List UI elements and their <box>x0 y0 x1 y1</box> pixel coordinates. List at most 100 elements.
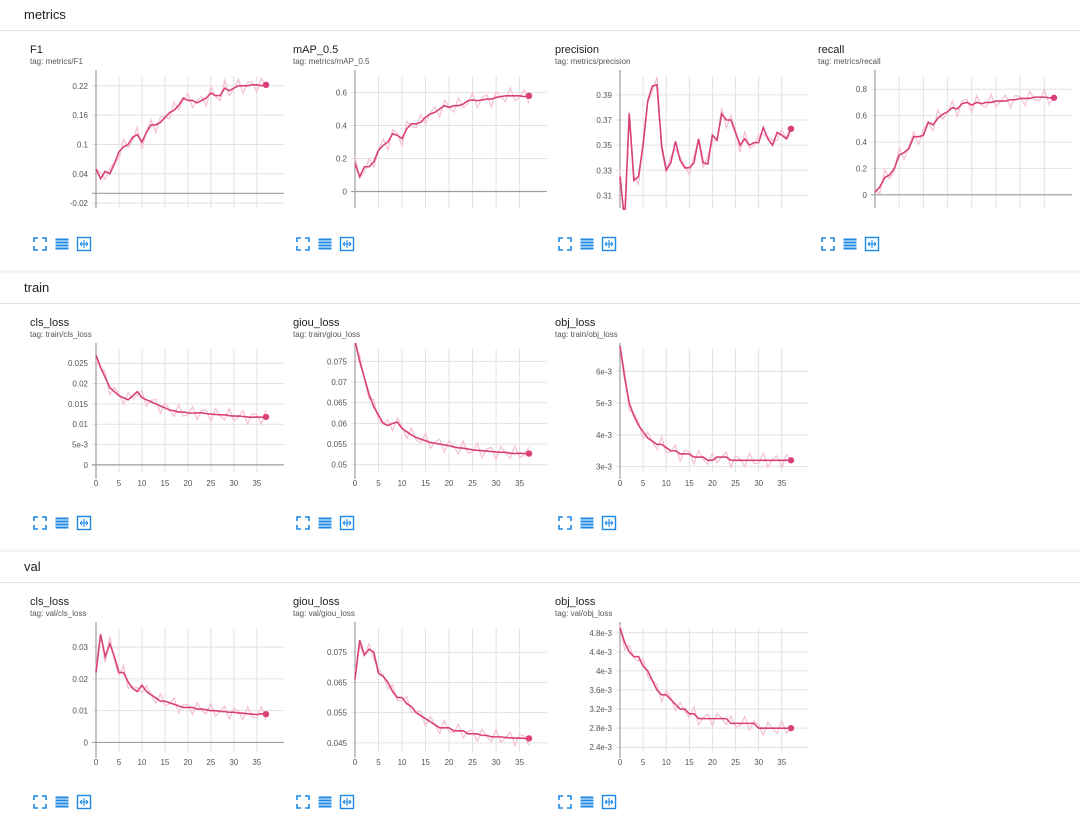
x-tick-label: 35 <box>515 479 524 488</box>
fit-domain-icon <box>864 236 880 252</box>
data-table-icon <box>580 517 594 529</box>
last-point-marker[interactable] <box>787 724 795 732</box>
x-tick-label: 20 <box>183 479 192 488</box>
fullscreen-button[interactable] <box>295 515 311 531</box>
fullscreen-button[interactable] <box>820 236 836 252</box>
section-header[interactable]: val <box>0 552 1080 583</box>
data-table-button[interactable] <box>317 515 333 531</box>
x-tick-label: 0 <box>618 479 623 488</box>
last-point-marker[interactable] <box>262 413 270 421</box>
fit-domain-button[interactable] <box>76 794 92 810</box>
data-table-button[interactable] <box>317 236 333 252</box>
fullscreen-button[interactable] <box>557 515 573 531</box>
smoothed-series-line <box>619 345 791 462</box>
chart-card-obj-loss: obj_loss tag: val/obj_loss 4.8e-3 4.4e-3 4e-… <box>549 596 809 826</box>
data-table-button[interactable] <box>54 794 70 810</box>
line-chart[interactable]: 4.8e-3 4.4e-3 4e-3 3.6e-3 3.2e-3 2.8e-3 2.4e-3… <box>549 622 811 772</box>
fit-domain-button[interactable] <box>601 794 617 810</box>
data-table-icon <box>55 517 69 529</box>
fullscreen-icon <box>296 237 310 251</box>
section-metrics: metrics F1 tag: metrics/F1 0.22 0.16 0.1 0.04 -… <box>0 0 1080 270</box>
line-chart[interactable]: 0.025 0.02 0.015 0.01 5e-3 00 5 10 15 20 25 30 35 <box>24 343 286 493</box>
y-tick-label: 0.8 <box>856 85 868 94</box>
x-tick-label: 25 <box>731 758 740 767</box>
line-chart[interactable]: 0.075 0.07 0.065 0.06 0.055 0.05 0 5 10 15 20 25 30 3… <box>287 343 549 493</box>
data-table-button[interactable] <box>317 794 333 810</box>
line-chart[interactable]: 6e-3 5e-3 4e-3 3e-3 0 5 10 15 20 25 30 35 <box>549 343 811 493</box>
y-tick-label: 4e-3 <box>596 431 613 440</box>
y-tick-label: 0.045 <box>327 739 348 748</box>
smoothed-series-line <box>95 354 267 419</box>
data-table-button[interactable] <box>842 236 858 252</box>
x-tick-label: 0 <box>94 758 99 767</box>
data-table-button[interactable] <box>579 515 595 531</box>
section-header[interactable]: metrics <box>0 0 1080 31</box>
fit-domain-button[interactable] <box>339 236 355 252</box>
data-table-button[interactable] <box>579 794 595 810</box>
raw-series-line <box>95 360 267 426</box>
y-tick-label: 0.2 <box>336 155 348 164</box>
raw-series-line <box>95 77 267 181</box>
y-tick-label: 0.22 <box>72 82 88 91</box>
fullscreen-button[interactable] <box>295 236 311 252</box>
fit-domain-icon <box>339 515 355 531</box>
x-tick-label: 10 <box>398 758 407 767</box>
y-tick-label: 0.01 <box>72 707 88 716</box>
last-point-marker[interactable] <box>525 735 533 742</box>
fit-domain-button[interactable] <box>601 515 617 531</box>
last-point-marker[interactable] <box>787 457 795 464</box>
x-tick-label: 20 <box>708 758 717 767</box>
fullscreen-button[interactable] <box>557 794 573 810</box>
x-tick-label: 15 <box>160 758 169 767</box>
y-tick-label: 0.35 <box>596 141 612 150</box>
y-tick-label: 0 <box>863 191 868 200</box>
line-chart[interactable]: 0.03 0.02 0.01 0 0 5 10 15 20 25 30 35 <box>24 622 286 772</box>
chart-title: precision <box>555 44 600 56</box>
fit-domain-button[interactable] <box>339 794 355 810</box>
x-tick-label: 15 <box>160 479 169 488</box>
line-chart[interactable]: 0.39 0.37 0.35 0.33 0.31 <box>549 70 811 220</box>
fit-domain-button[interactable] <box>601 236 617 252</box>
chart-card-cls-loss: cls_loss tag: train/cls_loss 0.025 0.02 0.01… <box>24 317 284 547</box>
raw-series-line <box>619 347 792 470</box>
line-chart[interactable]: 0.6 0.4 0.2 0 <box>287 70 549 220</box>
data-table-button[interactable] <box>54 236 70 252</box>
fit-domain-button[interactable] <box>864 236 880 252</box>
line-chart[interactable]: 0.8 0.6 0.4 0.2 0 <box>812 70 1074 220</box>
fit-domain-button[interactable] <box>339 515 355 531</box>
x-tick-label: 0 <box>94 479 99 488</box>
last-point-marker[interactable] <box>787 125 795 132</box>
x-tick-label: 15 <box>421 758 430 767</box>
fullscreen-button[interactable] <box>557 236 573 252</box>
last-point-marker[interactable] <box>1050 94 1058 101</box>
fullscreen-button[interactable] <box>32 515 48 531</box>
fullscreen-button[interactable] <box>32 236 48 252</box>
smoothed-series-line <box>874 96 1054 193</box>
last-point-marker[interactable] <box>525 92 533 99</box>
y-tick-label: 0.03 <box>72 643 88 652</box>
fit-domain-button[interactable] <box>76 236 92 252</box>
last-point-marker[interactable] <box>262 81 270 88</box>
data-table-button[interactable] <box>54 515 70 531</box>
fullscreen-icon <box>296 795 310 809</box>
y-tick-label: 0.02 <box>72 380 88 389</box>
y-tick-label: 2.4e-3 <box>589 743 612 752</box>
y-tick-label: 6e-3 <box>596 367 613 376</box>
last-point-marker[interactable] <box>262 710 270 718</box>
chart-title: cls_loss <box>30 317 70 329</box>
fullscreen-button[interactable] <box>295 794 311 810</box>
fullscreen-button[interactable] <box>32 794 48 810</box>
x-tick-label: 30 <box>754 758 763 767</box>
y-tick-label: 0 <box>84 738 89 747</box>
data-table-button[interactable] <box>579 236 595 252</box>
chart-card-giou-loss: giou_loss tag: val/giou_loss 0.075 0.065 0.0… <box>287 596 547 826</box>
line-chart[interactable]: 0.22 0.16 0.1 0.04 -0.02 <box>24 70 286 220</box>
fit-domain-button[interactable] <box>76 515 92 531</box>
chart-card-precision: precision tag: metrics/precision 0.39 0.37 0… <box>549 44 809 274</box>
line-chart[interactable]: 0.075 0.065 0.055 0.045 0 5 10 15 20 25 30 35 <box>287 622 549 772</box>
chart-tag: tag: metrics/precision <box>555 57 631 66</box>
fullscreen-icon <box>33 237 47 251</box>
last-point-marker[interactable] <box>525 450 533 457</box>
smoothed-series-line <box>95 84 267 181</box>
section-header[interactable]: train <box>0 273 1080 304</box>
